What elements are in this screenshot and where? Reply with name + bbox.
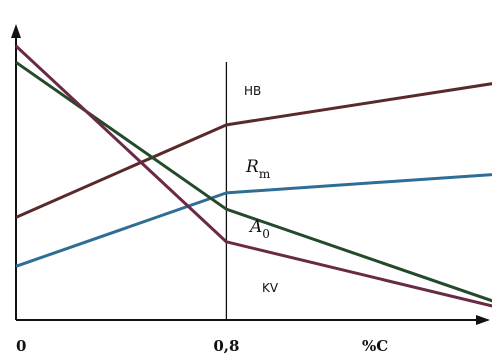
x-tick-labels: 00,82,0 (16, 337, 239, 355)
series-line-kv (14, 44, 492, 308)
series-label-a0: A0 (248, 217, 270, 241)
series-layer (14, 44, 492, 308)
x-axis-label: %C (362, 337, 388, 355)
series-label-rm: Rm (245, 157, 271, 181)
y-axis-arrow (11, 24, 21, 38)
series-label-kv: KV (262, 281, 279, 295)
series-line-rm (15, 173, 492, 268)
x-axis-arrow (476, 315, 490, 325)
axes (11, 24, 490, 325)
x-tick-label-1: 0,8 (213, 337, 239, 355)
series-line-hb (15, 82, 492, 219)
series-label-hb: HB (244, 84, 261, 98)
x-tick-label-0: 0 (16, 337, 26, 355)
vertical-reference-lines (225, 62, 228, 320)
series-labels: HB Rm A0 KV (244, 84, 279, 295)
